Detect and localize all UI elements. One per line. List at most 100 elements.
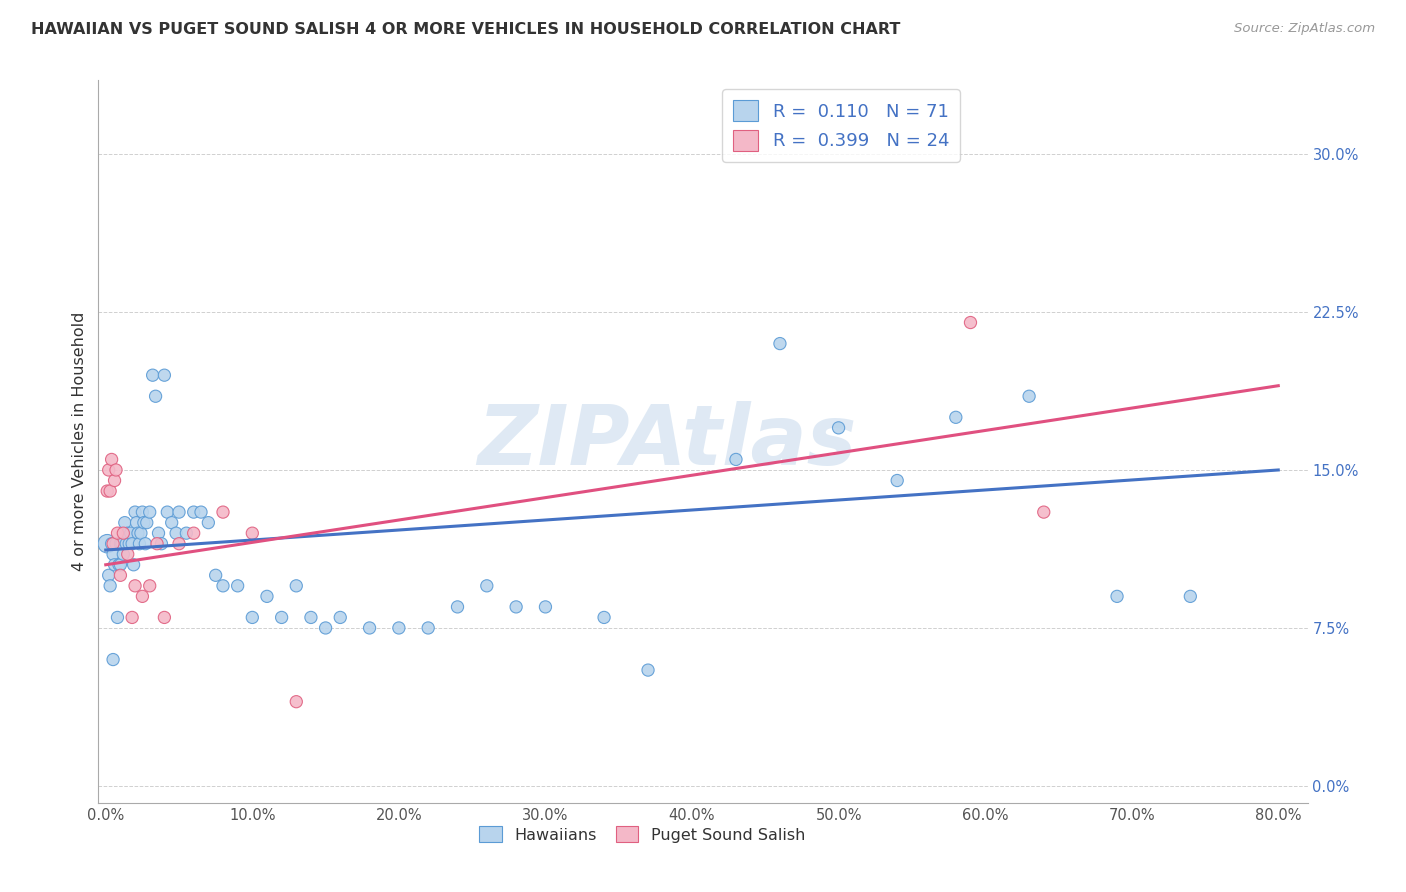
Point xyxy=(112,547,135,561)
Point xyxy=(135,516,157,530)
Point xyxy=(110,558,132,572)
Point xyxy=(160,516,183,530)
Point xyxy=(101,537,124,551)
Point xyxy=(534,599,557,614)
Point xyxy=(131,590,153,604)
Point xyxy=(240,610,263,624)
Point xyxy=(329,610,352,624)
Point xyxy=(112,526,135,541)
Point xyxy=(197,516,219,530)
Point xyxy=(128,537,150,551)
Point xyxy=(1032,505,1054,519)
Point xyxy=(240,526,263,541)
Point xyxy=(131,505,153,519)
Point xyxy=(256,590,278,604)
Point xyxy=(637,663,659,677)
Point xyxy=(121,610,143,624)
Point xyxy=(148,526,170,541)
Point xyxy=(138,505,160,519)
Point xyxy=(97,463,120,477)
Text: HAWAIIAN VS PUGET SOUND SALISH 4 OR MORE VEHICLES IN HOUSEHOLD CORRELATION CHART: HAWAIIAN VS PUGET SOUND SALISH 4 OR MORE… xyxy=(31,22,900,37)
Text: Source: ZipAtlas.com: Source: ZipAtlas.com xyxy=(1234,22,1375,36)
Point xyxy=(138,579,160,593)
Point xyxy=(167,505,190,519)
Point xyxy=(117,547,139,561)
Point xyxy=(125,516,148,530)
Point xyxy=(122,558,145,572)
Point xyxy=(593,610,616,624)
Point xyxy=(124,505,146,519)
Point xyxy=(359,621,381,635)
Point xyxy=(418,621,440,635)
Point xyxy=(121,537,143,551)
Point xyxy=(285,695,308,709)
Point xyxy=(124,579,146,593)
Point xyxy=(475,579,498,593)
Point xyxy=(183,505,205,519)
Point xyxy=(111,537,134,551)
Point xyxy=(107,610,129,624)
Point xyxy=(886,474,908,488)
Point xyxy=(1105,590,1128,604)
Point xyxy=(107,526,129,541)
Point xyxy=(1180,590,1202,604)
Point xyxy=(153,610,176,624)
Point xyxy=(118,537,141,551)
Point xyxy=(117,526,139,541)
Point xyxy=(105,537,128,551)
Point xyxy=(110,568,132,582)
Point xyxy=(115,537,138,551)
Point xyxy=(110,537,132,551)
Point xyxy=(98,579,121,593)
Point xyxy=(769,336,792,351)
Point xyxy=(100,537,122,551)
Point xyxy=(212,505,235,519)
Point xyxy=(270,610,292,624)
Point xyxy=(146,537,169,551)
Point xyxy=(98,483,121,498)
Point xyxy=(183,526,205,541)
Point xyxy=(285,579,308,593)
Point xyxy=(388,621,411,635)
Point xyxy=(176,526,198,541)
Point xyxy=(114,516,136,530)
Point xyxy=(145,389,167,403)
Point xyxy=(204,568,226,582)
Point xyxy=(226,579,249,593)
Point xyxy=(1018,389,1040,403)
Point xyxy=(945,410,967,425)
Point xyxy=(108,558,131,572)
Point xyxy=(142,368,165,383)
Point xyxy=(103,558,125,572)
Point xyxy=(96,483,118,498)
Point xyxy=(724,452,747,467)
Point xyxy=(120,526,142,541)
Point xyxy=(150,537,173,551)
Point xyxy=(96,537,118,551)
Y-axis label: 4 or more Vehicles in Household: 4 or more Vehicles in Household xyxy=(72,312,87,571)
Point xyxy=(959,316,981,330)
Text: ZIPAtlas: ZIPAtlas xyxy=(477,401,856,482)
Point xyxy=(134,537,156,551)
Point xyxy=(827,421,849,435)
Point xyxy=(129,526,152,541)
Legend: Hawaiians, Puget Sound Salish: Hawaiians, Puget Sound Salish xyxy=(472,820,813,849)
Point xyxy=(105,463,128,477)
Point xyxy=(100,452,122,467)
Point xyxy=(153,368,176,383)
Point xyxy=(446,599,468,614)
Point xyxy=(97,568,120,582)
Point xyxy=(103,474,125,488)
Point xyxy=(315,621,337,635)
Point xyxy=(165,526,187,541)
Point xyxy=(101,547,124,561)
Point xyxy=(127,526,149,541)
Point xyxy=(132,516,155,530)
Point xyxy=(101,652,124,666)
Point xyxy=(299,610,322,624)
Point xyxy=(167,537,190,551)
Point xyxy=(212,579,235,593)
Point xyxy=(156,505,179,519)
Point xyxy=(190,505,212,519)
Point xyxy=(505,599,527,614)
